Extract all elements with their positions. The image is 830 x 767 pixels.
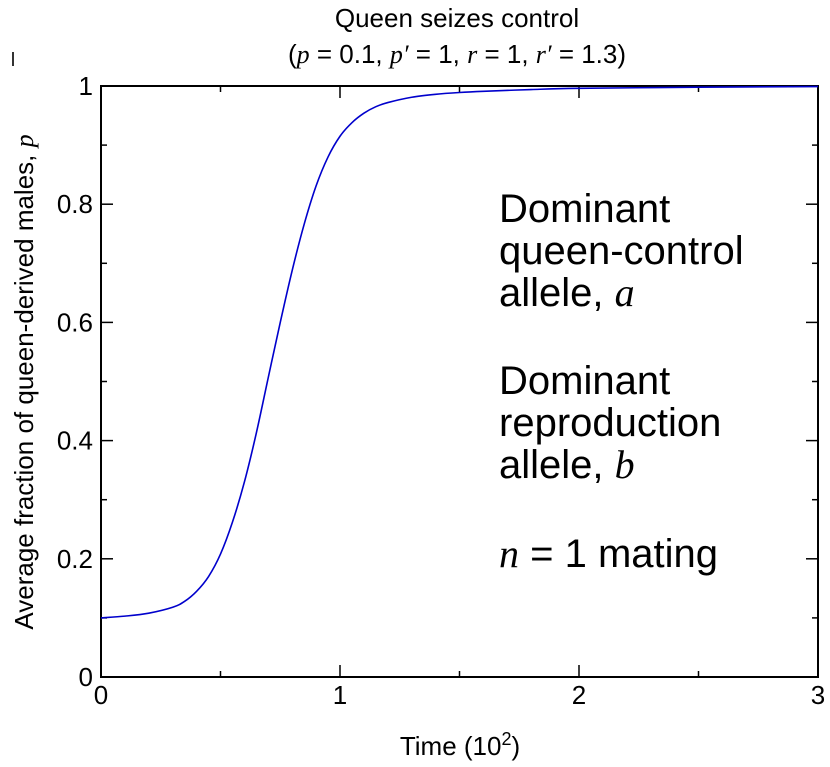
chart-subtitle: (p = 0.1, p′ = 1, r = 1, r′ = 1.3)	[288, 39, 626, 69]
series-group	[100, 85, 819, 619]
x-axis-label: Time (102)	[400, 729, 520, 761]
x-tick-label: 0	[94, 680, 108, 710]
x-tick-label: 2	[572, 680, 586, 710]
annotation-line-4: Dominant	[499, 359, 670, 403]
x-tick-label: 3	[811, 680, 825, 710]
y-tick-labels: 0 0.2 0.4 0.6 0.8 1	[57, 71, 93, 692]
annotation-line-6: allele, b	[499, 442, 635, 487]
y-tick-label: 0.8	[57, 189, 93, 219]
y-tick-label: 0.4	[57, 426, 93, 456]
y-tick-label: 0.6	[57, 307, 93, 337]
x-tick-label: 1	[333, 680, 347, 710]
annotation-block: Dominant queen-control allele, a Dominan…	[499, 187, 744, 576]
annotation-line-3: allele, a	[499, 270, 635, 315]
series-line-0	[100, 85, 819, 619]
chart-title: Queen seizes control	[335, 3, 579, 33]
annotation-line-1: Dominant	[499, 187, 670, 231]
x-tick-labels: 0 1 2 3	[94, 680, 825, 710]
annotation-line-2: queen-control	[499, 229, 744, 273]
y-tick-label: 0	[79, 662, 93, 692]
plot-frame	[100, 85, 819, 678]
y-axis-label: Average fraction of queen-derived males,…	[9, 134, 39, 629]
annotation-line-7: n = 1 mating	[499, 531, 718, 576]
y-tick-label: 0.2	[57, 544, 93, 574]
y-tick-label: 1	[79, 71, 93, 101]
axis-ticks	[100, 85, 819, 678]
annotation-line-5: reproduction	[499, 401, 721, 445]
